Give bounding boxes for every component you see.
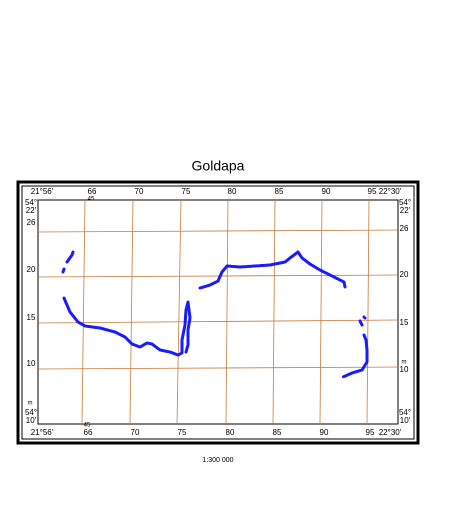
lon-label: 21°56' (31, 187, 54, 196)
lon-label: 70 (131, 428, 140, 437)
grid-line (81, 199, 86, 425)
corner-label: 54° (25, 408, 37, 417)
lon-label: 21°56' (31, 428, 54, 437)
track (198, 250, 347, 290)
track (341, 333, 369, 379)
lat-label: 26 (27, 218, 36, 227)
minor-label: m (28, 401, 33, 407)
scale: 1:300 000 (202, 457, 233, 464)
lon-label: 70 (135, 187, 144, 196)
lon-label: 90 (322, 187, 331, 196)
corner-label: 22' (400, 206, 411, 215)
grid-line (37, 229, 399, 233)
grid-line (272, 199, 276, 425)
grid-line (37, 366, 399, 370)
corner-label: 10' (400, 416, 411, 425)
minor-label: 45 (84, 423, 91, 429)
lat-label: 15 (27, 313, 36, 322)
corner-label: 10' (26, 416, 37, 425)
grid-line (129, 199, 134, 425)
minor-label: 45 (88, 197, 95, 203)
track (362, 315, 367, 320)
track (61, 267, 66, 274)
lat-label: 10 (400, 365, 409, 374)
lon-label: 22°30' (379, 428, 402, 437)
lat-label: 26 (400, 224, 409, 233)
lon-label: 90 (320, 428, 329, 437)
grid-line (37, 319, 399, 324)
grid-line (225, 199, 229, 425)
corner-label: 54° (399, 198, 411, 207)
lon-label: 22°30' (379, 187, 402, 196)
lat-label: 10 (27, 359, 36, 368)
minor-label: m (402, 360, 407, 366)
lon-label: 85 (273, 428, 282, 437)
map-title: Goldapa (192, 158, 245, 174)
river-track (61, 250, 369, 379)
corner-label: 22' (26, 206, 37, 215)
lat-label: 20 (27, 265, 36, 274)
graticule (37, 199, 399, 425)
lat-label: 20 (400, 270, 409, 279)
neatline (37, 199, 399, 425)
lon-label: 80 (228, 187, 237, 196)
lon-label: 75 (178, 428, 187, 437)
corner-label: 54° (25, 198, 37, 207)
lon-label: 85 (275, 187, 284, 196)
frame (21, 185, 415, 440)
track (62, 296, 192, 357)
lon-label: 95 (368, 187, 377, 196)
corner-label: 54° (399, 408, 411, 417)
lon-label: 66 (88, 187, 97, 196)
lat-label: 15 (400, 318, 409, 327)
track (65, 250, 75, 264)
track (358, 319, 364, 327)
grid-line (176, 199, 182, 425)
lon-label: 95 (366, 428, 375, 437)
outer-frame (16, 180, 420, 445)
lon-label: 66 (84, 428, 93, 437)
lon-label: 75 (182, 187, 191, 196)
lon-label: 80 (226, 428, 235, 437)
grid-line (319, 199, 323, 425)
grid-line (366, 199, 370, 425)
grid-line (37, 274, 399, 278)
